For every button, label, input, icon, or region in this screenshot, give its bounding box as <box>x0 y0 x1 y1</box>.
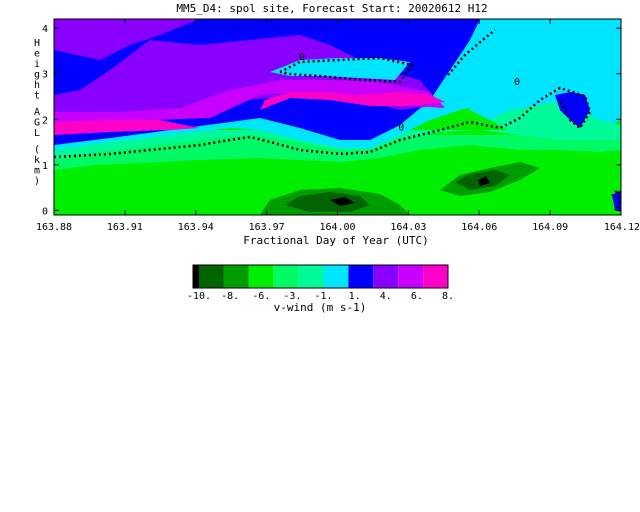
y-title-char: k <box>34 155 40 166</box>
y-title-char: h <box>34 80 40 91</box>
y-title-char: e <box>34 49 40 60</box>
colorbar-tick-label: -1. <box>314 291 332 302</box>
y-tick-label: 1 <box>42 161 48 172</box>
colorbar: -10. -8. -6. -3. -1. 1. 4. 6. 8. <box>187 264 454 302</box>
contour-region-black <box>330 197 355 206</box>
y-title-char: H <box>34 38 40 49</box>
x-tick-label: 163.94 <box>178 222 214 233</box>
colorbar-tick-label: 1. <box>349 291 361 302</box>
contour-region-purple-top <box>54 19 200 60</box>
colorbar-swatch <box>223 265 249 288</box>
plot-area: 0 0 0 - <box>53 18 622 216</box>
colorbar-tick-label: -10. <box>187 291 211 302</box>
colorbar-swatch <box>193 265 199 288</box>
chart-title: MM5_D4: spol site, Forecast Start: 20020… <box>176 2 487 15</box>
contour-region-springgreen-right <box>490 100 621 140</box>
x-tick-label: 163.88 <box>36 222 72 233</box>
contour-label: 0 <box>514 77 520 88</box>
y-title-char: i <box>34 59 40 70</box>
contour-region-pink-center <box>260 92 445 110</box>
colorbar-label: v-wind (m s-1) <box>274 301 367 314</box>
y-tick-label: 0 <box>42 206 48 217</box>
contour-labels: 0 0 0 - <box>179 52 521 134</box>
colorbar-swatch <box>273 265 299 288</box>
x-tick-label: 164.03 <box>390 222 426 233</box>
x-tick-label: 163.91 <box>107 222 143 233</box>
zero-contour-corner <box>611 187 622 211</box>
colorbar-swatch <box>199 265 224 288</box>
contour-region-pink <box>54 120 200 135</box>
zero-contour-main <box>53 86 592 159</box>
colorbar-tick-label: -6. <box>252 291 270 302</box>
x-tick-label: 164.09 <box>532 222 568 233</box>
colorbar-tick-label: 4. <box>380 291 392 302</box>
x-tick-label: 164.06 <box>461 222 497 233</box>
contour-label: 0 <box>299 52 305 63</box>
y-title-char: m <box>34 166 40 177</box>
y-title-char: ( <box>34 145 40 156</box>
colorbar-swatch <box>323 265 349 288</box>
colorbar-tick-label: 6. <box>411 291 423 302</box>
colorbar-frame <box>192 264 449 289</box>
y-title-char: ) <box>34 176 40 187</box>
zero-contour-upper-left <box>279 56 415 84</box>
colorbar-swatch <box>348 265 374 288</box>
contour-label: 0 <box>398 123 404 134</box>
zero-contours <box>53 29 622 211</box>
colorbar-swatch <box>248 265 274 288</box>
colorbar-tick-label: -8. <box>221 291 239 302</box>
x-tick-label: 164.00 <box>319 222 355 233</box>
colorbar-swatch <box>298 265 324 288</box>
y-tick-label: 4 <box>42 24 48 35</box>
colorbar-swatch <box>373 265 399 288</box>
y-title-char: t <box>34 91 40 102</box>
x-tick-label: 164.12 <box>604 222 640 233</box>
contour-fills <box>54 19 621 215</box>
contour-region-dark-green <box>285 192 370 212</box>
x-tick-label: 163.97 <box>249 222 285 233</box>
colorbar-swatch <box>398 265 424 288</box>
contour-region-blue-right <box>555 92 590 128</box>
contour-region-purple <box>54 35 440 120</box>
contour-region-magenta <box>54 80 445 125</box>
contour-label: - <box>179 102 185 113</box>
y-title-char: G <box>34 118 40 129</box>
x-axis: 163.88 163.91 163.94 163.97 164.00 164.03 164.… <box>36 19 640 233</box>
y-axis: 0 1 2 3 4 <box>42 24 621 217</box>
y-title-char: L <box>34 128 40 139</box>
y-tick-label: 3 <box>42 70 48 81</box>
colorbar-swatch <box>423 265 448 288</box>
y-tick-label: 2 <box>42 115 48 126</box>
contour-region-black-right <box>478 176 490 186</box>
colorbar-tick-label: 8. <box>442 291 454 302</box>
x-axis-title: Fractional Day of Year (UTC) <box>243 234 428 247</box>
colorbar-tick-label: -3. <box>283 291 301 302</box>
y-title-char: g <box>34 70 40 81</box>
y-title-char: A <box>34 107 40 118</box>
